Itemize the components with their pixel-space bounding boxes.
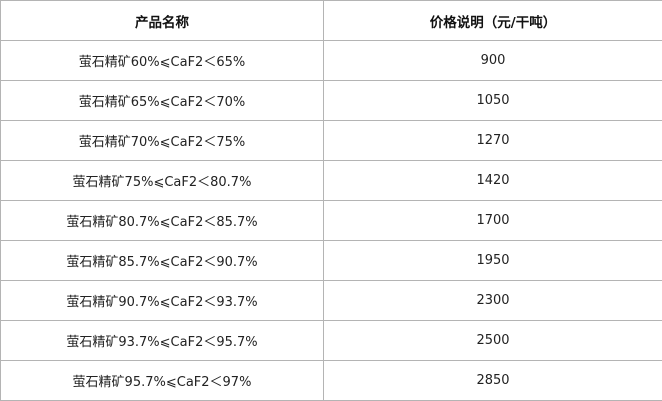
table-row: 萤石精矿93.7%⩽CaF2＜95.7% 2500	[0, 320, 662, 361]
header-price: 价格说明（元/干吨）	[323, 0, 662, 41]
header-product-name: 产品名称	[0, 0, 324, 41]
product-name-cell: 萤石精矿85.7%⩽CaF2＜90.7%	[0, 240, 324, 281]
price-cell: 2300	[323, 280, 662, 321]
table-row: 萤石精矿95.7%⩽CaF2＜97% 2850	[0, 360, 662, 401]
table-row: 萤石精矿60%⩽CaF2＜65% 900	[0, 40, 662, 81]
price-cell: 900	[323, 40, 662, 81]
table-row: 萤石精矿65%⩽CaF2＜70% 1050	[0, 80, 662, 121]
product-name-cell: 萤石精矿90.7%⩽CaF2＜93.7%	[0, 280, 324, 321]
product-name-cell: 萤石精矿75%⩽CaF2＜80.7%	[0, 160, 324, 201]
header-row: 产品名称 价格说明（元/干吨）	[0, 0, 662, 41]
table-row: 萤石精矿75%⩽CaF2＜80.7% 1420	[0, 160, 662, 201]
price-cell: 1270	[323, 120, 662, 161]
product-name-cell: 萤石精矿70%⩽CaF2＜75%	[0, 120, 324, 161]
product-name-cell: 萤石精矿95.7%⩽CaF2＜97%	[0, 360, 324, 401]
product-name-cell: 萤石精矿60%⩽CaF2＜65%	[0, 40, 324, 81]
price-cell: 2850	[323, 360, 662, 401]
table-row: 萤石精矿70%⩽CaF2＜75% 1270	[0, 120, 662, 161]
price-cell: 1050	[323, 80, 662, 121]
table-row: 萤石精矿85.7%⩽CaF2＜90.7% 1950	[0, 240, 662, 281]
price-cell: 1950	[323, 240, 662, 281]
table-row: 萤石精矿90.7%⩽CaF2＜93.7% 2300	[0, 280, 662, 321]
product-name-cell: 萤石精矿80.7%⩽CaF2＜85.7%	[0, 200, 324, 241]
price-cell: 1420	[323, 160, 662, 201]
price-cell: 2500	[323, 320, 662, 361]
price-cell: 1700	[323, 200, 662, 241]
product-name-cell: 萤石精矿65%⩽CaF2＜70%	[0, 80, 324, 121]
product-name-cell: 萤石精矿93.7%⩽CaF2＜95.7%	[0, 320, 324, 361]
table-row: 萤石精矿80.7%⩽CaF2＜85.7% 1700	[0, 200, 662, 241]
